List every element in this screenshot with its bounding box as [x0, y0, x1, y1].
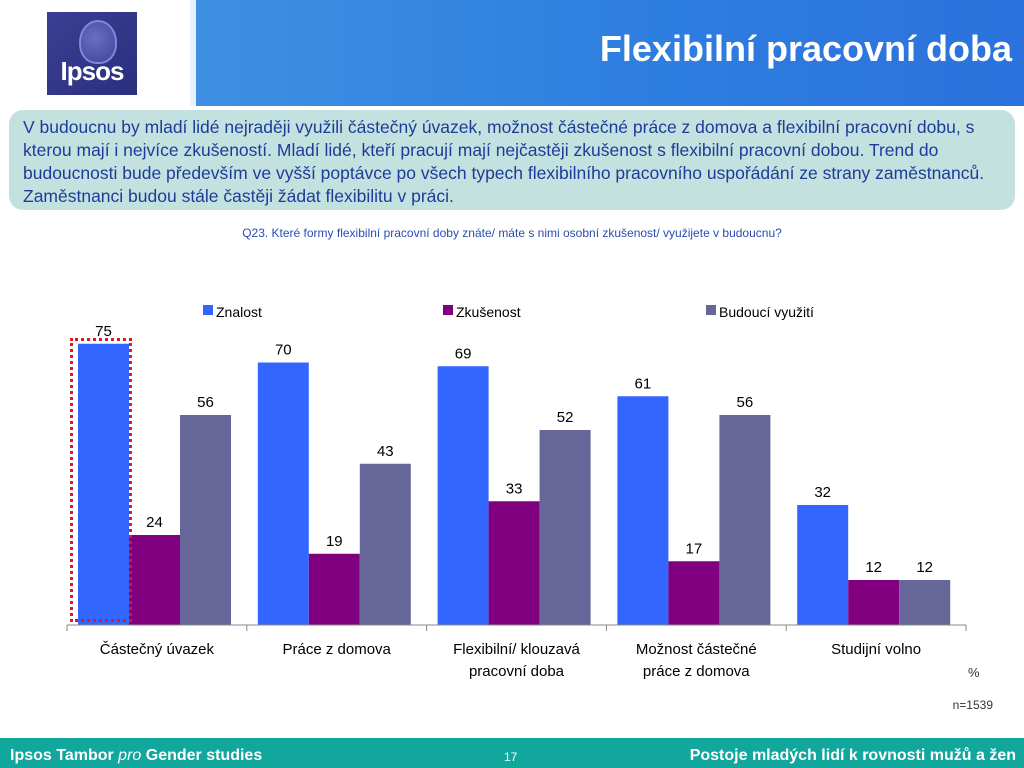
- logo-area: Ipsos: [0, 0, 190, 106]
- bar: [899, 580, 951, 625]
- category-label: práce z domova: [643, 663, 750, 680]
- bar: [668, 561, 720, 625]
- data-label: 52: [557, 409, 574, 426]
- data-label: 32: [814, 484, 831, 501]
- footer: Ipsos Tambor pro Gender studies 17 Posto…: [0, 738, 1024, 768]
- data-label: 19: [326, 533, 343, 550]
- bar: [129, 535, 180, 625]
- legend-label: Zkušenost: [456, 304, 521, 320]
- category-label: Práce z domova: [283, 641, 392, 658]
- legend-swatch: [203, 305, 213, 315]
- category-label: pracovní doba: [469, 663, 565, 680]
- footer-study: Gender studies: [141, 747, 263, 764]
- logo-text: Ipsos: [60, 56, 125, 86]
- bar: [359, 463, 411, 625]
- bar: [308, 553, 360, 625]
- data-label: 70: [275, 342, 292, 359]
- highlight-box: [70, 338, 132, 622]
- sample-size-note: n=1539: [952, 698, 993, 712]
- data-label: 75: [95, 323, 112, 340]
- bar: [257, 362, 309, 625]
- legend-label: Znalost: [216, 304, 262, 320]
- page-number: 17: [504, 750, 518, 764]
- data-label: 17: [686, 540, 703, 557]
- footer-pro: pro: [118, 747, 142, 764]
- summary-text: V budoucnu by mladí lidé nejraději využi…: [23, 117, 985, 206]
- bar: [617, 396, 669, 625]
- bar: [180, 415, 231, 625]
- category-label: Studijní volno: [831, 641, 921, 658]
- bar: [78, 343, 129, 625]
- data-label: 69: [455, 345, 472, 362]
- footer-brand: Ipsos Tambor: [10, 747, 119, 764]
- logo-head-icon: [79, 20, 117, 64]
- bar: [488, 501, 540, 625]
- data-label: 56: [737, 394, 754, 411]
- data-label: 43: [377, 443, 394, 460]
- data-label: 24: [146, 514, 163, 531]
- footer-right: Postoje mladých lidí k rovnosti mužů a ž…: [689, 747, 1016, 764]
- bar: [437, 366, 489, 625]
- legend-swatch: [706, 305, 716, 315]
- data-label: 61: [635, 375, 652, 392]
- bar: [539, 430, 591, 625]
- bar: [797, 505, 849, 625]
- page-title: Flexibilní pracovní doba: [599, 28, 1012, 69]
- summary-box: V budoucnu by mladí lidé nejraději využi…: [9, 110, 1015, 210]
- legend-label: Budoucí využití: [719, 304, 814, 320]
- legend-swatch: [443, 305, 453, 315]
- header-band: Flexibilní pracovní doba: [196, 0, 1024, 106]
- data-label: 12: [916, 559, 933, 576]
- survey-question: Q23. Které formy flexibilní pracovní dob…: [242, 226, 782, 240]
- unit-label: %: [968, 665, 980, 680]
- bar: [848, 580, 900, 625]
- category-label: Možnost částečné: [636, 641, 757, 658]
- category-label: Částečný úvazek: [100, 641, 215, 658]
- footer-left: Ipsos Tambor pro Gender studies: [10, 747, 262, 765]
- bar: [719, 415, 771, 625]
- header-divider: [190, 0, 196, 106]
- data-label: 33: [506, 480, 523, 497]
- bar-chart: Znalost Zkušenost Budoucí využití 75 24 56 70 1…: [66, 304, 967, 680]
- data-label: 12: [865, 559, 882, 576]
- data-label: 56: [197, 394, 214, 411]
- ipsos-logo: Ipsos: [47, 12, 137, 95]
- category-label: Flexibilní/ klouzavá: [453, 641, 580, 658]
